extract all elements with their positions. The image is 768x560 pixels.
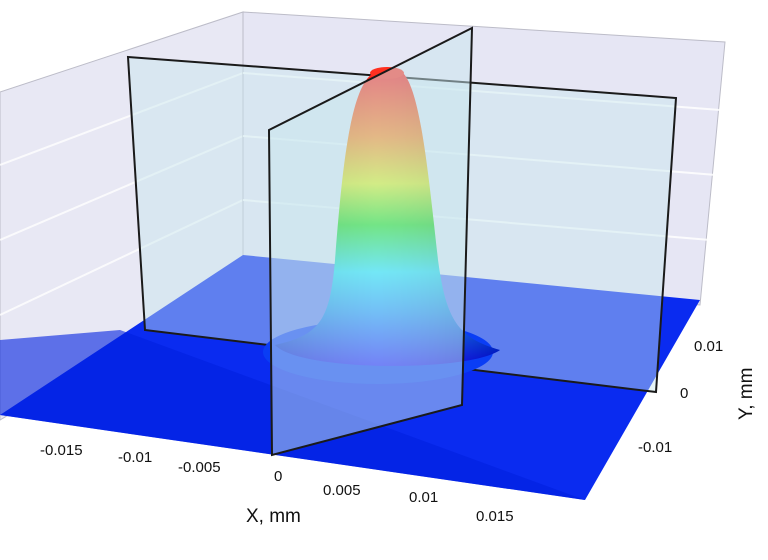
x-tick: 0.01	[409, 489, 438, 506]
y-tick: -0.01	[638, 439, 672, 456]
x-axis-title: X, mm	[246, 506, 301, 527]
x-tick: -0.005	[178, 459, 221, 476]
x-tick: 0.015	[476, 508, 514, 525]
y-tick: 0	[680, 385, 688, 402]
x-axis-ticks: -0.015 -0.01 -0.005 0 0.005 0.01 0.015	[40, 442, 514, 525]
y-tick: 0.01	[694, 338, 723, 355]
x-tick: 0.005	[323, 482, 361, 499]
y-axis-ticks: 0.01 0 -0.01	[638, 338, 723, 456]
x-tick: -0.015	[40, 442, 83, 459]
x-tick: -0.01	[118, 449, 152, 466]
x-tick: 0	[274, 468, 282, 485]
y-axis-title: Y, mm	[736, 368, 757, 420]
wall-grid-left	[0, 72, 244, 316]
cut-plane-front	[267, 26, 474, 457]
